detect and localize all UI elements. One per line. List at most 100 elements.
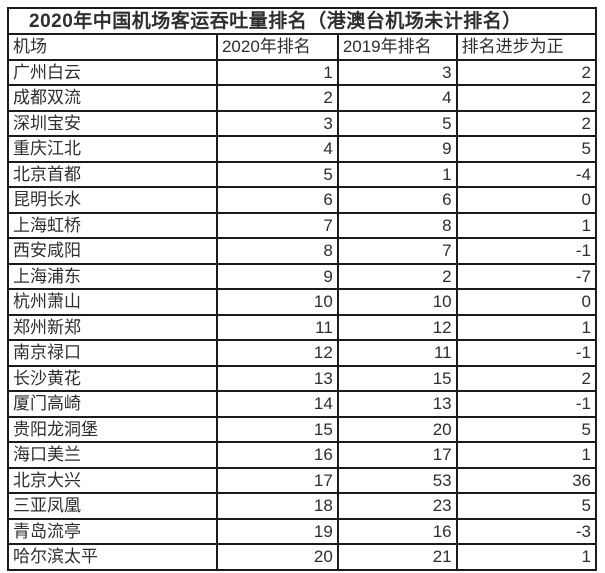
rank-2020-cell: 15 [215,415,339,443]
rank-2020-cell: 2 [215,84,339,112]
column-header-rank-change: 排名进步为正 [455,33,598,61]
rank-2019-cell: 4 [336,84,458,112]
table-row: 上海浦东 9 2 -7 [7,262,598,290]
title-row: 2020年中国机场客运吞吐量排名（港澳台机场未计排名） [7,7,597,35]
table-row: 南京禄口 12 11 -1 [7,339,598,367]
table-row: 哈尔滨太平 20 21 1 [7,543,598,571]
table-row: 北京大兴 17 53 36 [7,466,598,494]
rank-change-cell: 1 [455,211,598,239]
airport-cell: 上海浦东 [7,262,218,290]
rank-2019-cell: 5 [336,109,458,137]
airport-cell: 深圳宝安 [7,109,218,137]
rank-2019-cell: 53 [336,466,458,494]
rank-2020-cell: 17 [215,466,339,494]
table-row: 重庆江北 4 9 5 [7,135,598,163]
column-header-rank-2020: 2020年排名 [215,33,339,61]
airport-cell: 哈尔滨太平 [7,543,218,571]
rank-2019-cell: 1 [336,160,458,188]
table-body: 广州白云 1 3 2 成都双流 2 4 2 深圳宝安 3 5 2 重庆江北 4 9 5 北京首都 5 1 -4 昆明长水… [7,58,598,571]
rank-2019-cell: 16 [336,517,458,545]
table-row: 郑州新郑 11 12 1 [7,313,598,341]
rank-2020-cell: 11 [215,313,339,341]
airport-cell: 杭州萧山 [7,288,218,316]
rank-2019-cell: 15 [336,364,458,392]
rank-2019-cell: 23 [336,492,458,520]
rank-change-cell: 5 [455,492,598,520]
airport-cell: 厦门高崎 [7,390,218,418]
rank-2020-cell: 16 [215,441,339,469]
rank-2019-cell: 17 [336,441,458,469]
rank-change-cell: -1 [455,339,598,367]
rank-2020-cell: 19 [215,517,339,545]
column-header-rank-2019: 2019年排名 [336,33,458,61]
table-row: 成都双流 2 4 2 [7,84,598,112]
rank-2019-cell: 20 [336,415,458,443]
table-row: 昆明长水 6 6 0 [7,186,598,214]
table-row: 长沙黄花 13 15 2 [7,364,598,392]
rank-change-cell: 2 [455,109,598,137]
airport-cell: 昆明长水 [7,186,218,214]
table-row: 杭州萧山 10 10 0 [7,288,598,316]
rank-2019-cell: 8 [336,211,458,239]
rank-2020-cell: 1 [215,58,339,86]
rank-2020-cell: 5 [215,160,339,188]
rank-change-cell: -4 [455,160,598,188]
table-row: 青岛流亭 19 16 -3 [7,517,598,545]
table-row: 三亚凤凰 18 23 5 [7,492,598,520]
rank-2019-cell: 6 [336,186,458,214]
rank-2020-cell: 7 [215,211,339,239]
table-row: 贵阳龙洞堡 15 20 5 [7,415,598,443]
rank-2020-cell: 14 [215,390,339,418]
rank-change-cell: 36 [455,466,598,494]
rank-change-cell: -1 [455,390,598,418]
airport-cell: 海口美兰 [7,441,218,469]
rank-change-cell: 1 [455,441,598,469]
rank-2020-cell: 6 [215,186,339,214]
airport-cell: 青岛流亭 [7,517,218,545]
airport-cell: 郑州新郑 [7,313,218,341]
rank-change-cell: 2 [455,364,598,392]
rank-2020-cell: 9 [215,262,339,290]
table-row: 上海虹桥 7 8 1 [7,211,598,239]
airport-cell: 北京首都 [7,160,218,188]
table-row: 厦门高崎 14 13 -1 [7,390,598,418]
rank-2020-cell: 12 [215,339,339,367]
rank-2020-cell: 10 [215,288,339,316]
rank-2020-cell: 8 [215,237,339,265]
rank-2020-cell: 3 [215,109,339,137]
rank-change-cell: -7 [455,262,598,290]
rank-2019-cell: 12 [336,313,458,341]
airport-cell: 上海虹桥 [7,211,218,239]
rank-2019-cell: 11 [336,339,458,367]
rank-2020-cell: 18 [215,492,339,520]
rank-change-cell: 2 [455,58,598,86]
table-title: 2020年中国机场客运吞吐量排名（港澳台机场未计排名） [7,7,597,35]
rank-2020-cell: 13 [215,364,339,392]
airport-cell: 南京禄口 [7,339,218,367]
table-row: 海口美兰 16 17 1 [7,441,598,469]
rank-change-cell: 2 [455,84,598,112]
rank-change-cell: 1 [455,313,598,341]
rank-change-cell: -3 [455,517,598,545]
column-header-airport: 机场 [7,33,218,61]
airport-cell: 北京大兴 [7,466,218,494]
table-row: 北京首都 5 1 -4 [7,160,598,188]
table-row: 广州白云 1 3 2 [7,58,598,86]
rank-2019-cell: 3 [336,58,458,86]
airport-cell: 成都双流 [7,84,218,112]
rank-change-cell: 1 [455,543,598,571]
airport-cell: 重庆江北 [7,135,218,163]
rank-2020-cell: 4 [215,135,339,163]
rank-2019-cell: 21 [336,543,458,571]
airport-cell: 贵阳龙洞堡 [7,415,218,443]
rank-2019-cell: 2 [336,262,458,290]
header-row: 机场 2020年排名 2019年排名 排名进步为正 [7,33,598,61]
rank-change-cell: 5 [455,135,598,163]
rank-2019-cell: 7 [336,237,458,265]
rank-2020-cell: 20 [215,543,339,571]
rank-change-cell: 5 [455,415,598,443]
rank-2019-cell: 13 [336,390,458,418]
rank-2019-cell: 9 [336,135,458,163]
rank-2019-cell: 10 [336,288,458,316]
airport-cell: 广州白云 [7,58,218,86]
